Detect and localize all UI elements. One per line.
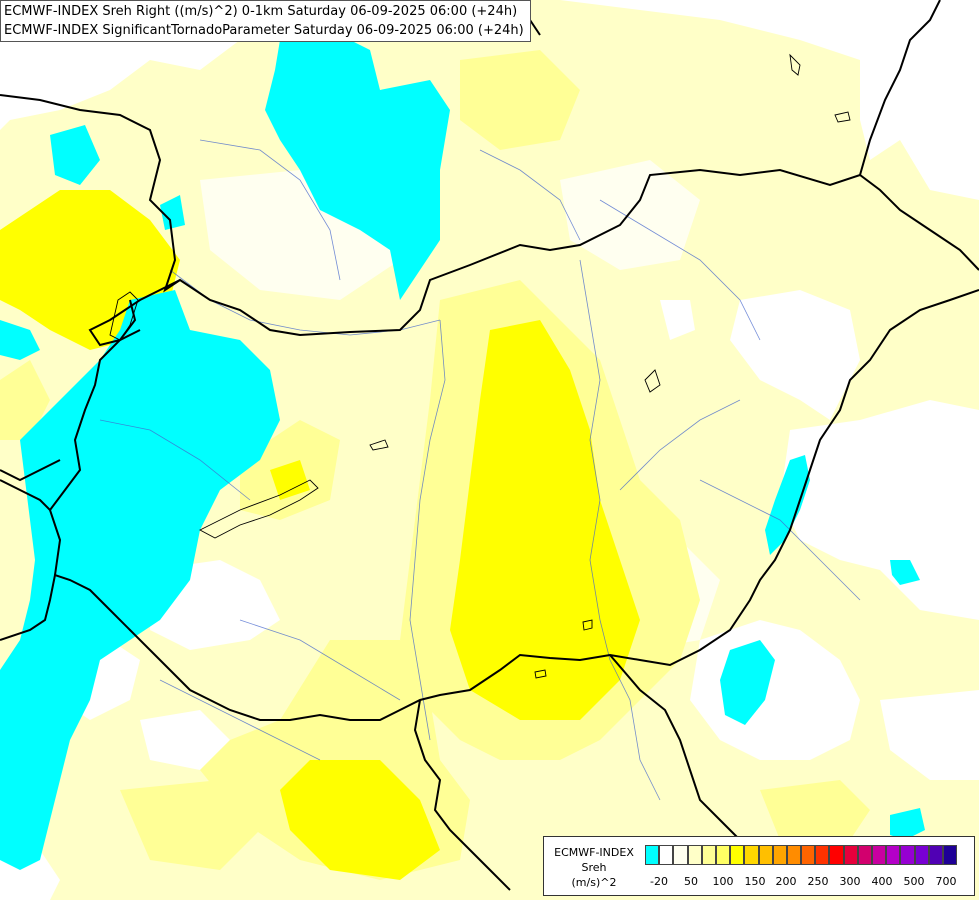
tornado-parameter-contours [109, 53, 851, 679]
legend-swatch [928, 845, 943, 865]
legend-swatch [645, 845, 660, 865]
legend-swatch [815, 845, 830, 865]
legend-swatch [659, 845, 674, 865]
legend-swatch [687, 845, 702, 865]
legend-unit: (m/s)^2 [571, 876, 617, 889]
negative-sreh-areas [0, 30, 925, 870]
map-title-box: ECMWF-INDEX Sreh Right ((m/s)^2) 0-1km S… [0, 0, 531, 42]
legend-swatch [786, 845, 802, 865]
legend-swatch [744, 845, 759, 865]
legend-swatch [900, 845, 915, 865]
legend-swatch [843, 845, 858, 865]
legend-swatch [829, 845, 844, 865]
legend-tick-label: 150 [744, 875, 766, 888]
legend-swatches [645, 845, 958, 865]
legend-swatch [772, 845, 787, 865]
color-legend: ECMWF-INDEX Sreh (m/s)^2 -20 50 100 150 200 2… [543, 836, 975, 896]
legend-swatch [872, 845, 887, 865]
legend-swatch [730, 845, 745, 865]
title-line-2: ECMWF-INDEX SignificantTornadoParameter … [4, 23, 524, 38]
legend-swatch [914, 845, 929, 865]
high-sreh-areas [0, 190, 640, 880]
legend-tick-label: 200 [775, 875, 797, 888]
legend-label: ECMWF-INDEX Sreh (m/s)^2 [546, 845, 642, 890]
legend-tick-label: 700 [935, 875, 957, 888]
legend-variable: Sreh [581, 861, 607, 874]
legend-tick-label: 50 [684, 875, 698, 888]
legend-tick-label: 500 [903, 875, 925, 888]
title-line-1: ECMWF-INDEX Sreh Right ((m/s)^2) 0-1km S… [4, 4, 518, 19]
legend-swatch [801, 845, 816, 865]
legend-ticks: -20 50 100 150 200 250 300 400 500 700 [645, 875, 975, 889]
legend-swatch [673, 845, 688, 865]
legend-tick-label: 100 [712, 875, 734, 888]
legend-swatch [857, 845, 872, 865]
legend-swatch [758, 845, 773, 865]
legend-swatch [886, 845, 901, 865]
legend-tick-label: 250 [807, 875, 829, 888]
legend-swatch [715, 845, 731, 865]
legend-tick-label: 400 [871, 875, 893, 888]
legend-tick-label: -20 [650, 875, 668, 888]
legend-tick-label: 300 [839, 875, 861, 888]
legend-swatch [942, 845, 958, 865]
legend-source: ECMWF-INDEX [554, 846, 634, 859]
legend-swatch [701, 845, 716, 865]
